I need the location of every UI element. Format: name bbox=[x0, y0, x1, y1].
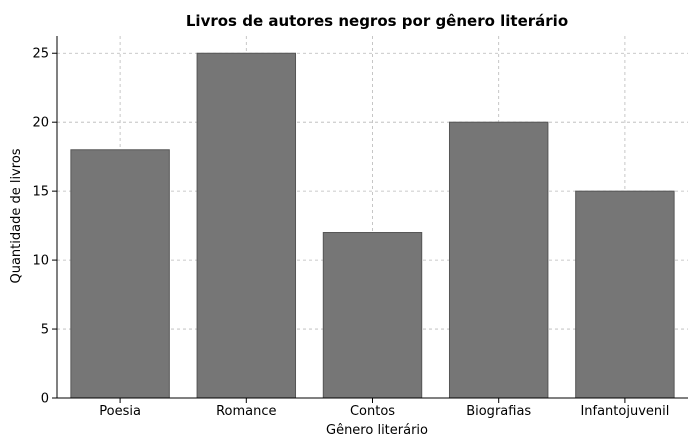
bars bbox=[70, 52, 675, 399]
bar-infantojuvenil bbox=[575, 190, 675, 399]
y-axis-label: Quantidade de livros bbox=[9, 148, 24, 283]
x-tick-label: Biografias bbox=[466, 404, 531, 419]
chart-title: Livros de autores negros por gênero lite… bbox=[186, 12, 568, 30]
y-tick-label: 0 bbox=[41, 392, 49, 407]
y-tick-label: 25 bbox=[32, 47, 49, 62]
y-tick-label: 5 bbox=[41, 323, 49, 338]
x-tick-label: Romance bbox=[216, 404, 276, 419]
x-tick-label: Infantojuvenil bbox=[580, 404, 669, 419]
x-tick-label: Contos bbox=[350, 404, 395, 419]
y-tick-label: 15 bbox=[32, 185, 49, 200]
bar-contos bbox=[322, 232, 423, 399]
tick-labels: 0 5 10 15 20 25 Poesia Romance Contos Biografias I… bbox=[32, 47, 669, 419]
x-tick-label: Poesia bbox=[99, 404, 141, 419]
x-axis-label: Gênero literário bbox=[326, 423, 428, 436]
y-tick-label: 10 bbox=[32, 254, 49, 269]
bar-poesia bbox=[70, 149, 170, 399]
bar-biografias bbox=[448, 121, 549, 399]
axes bbox=[52, 36, 688, 403]
bar-romance bbox=[196, 52, 297, 399]
y-tick-label: 20 bbox=[32, 116, 49, 131]
